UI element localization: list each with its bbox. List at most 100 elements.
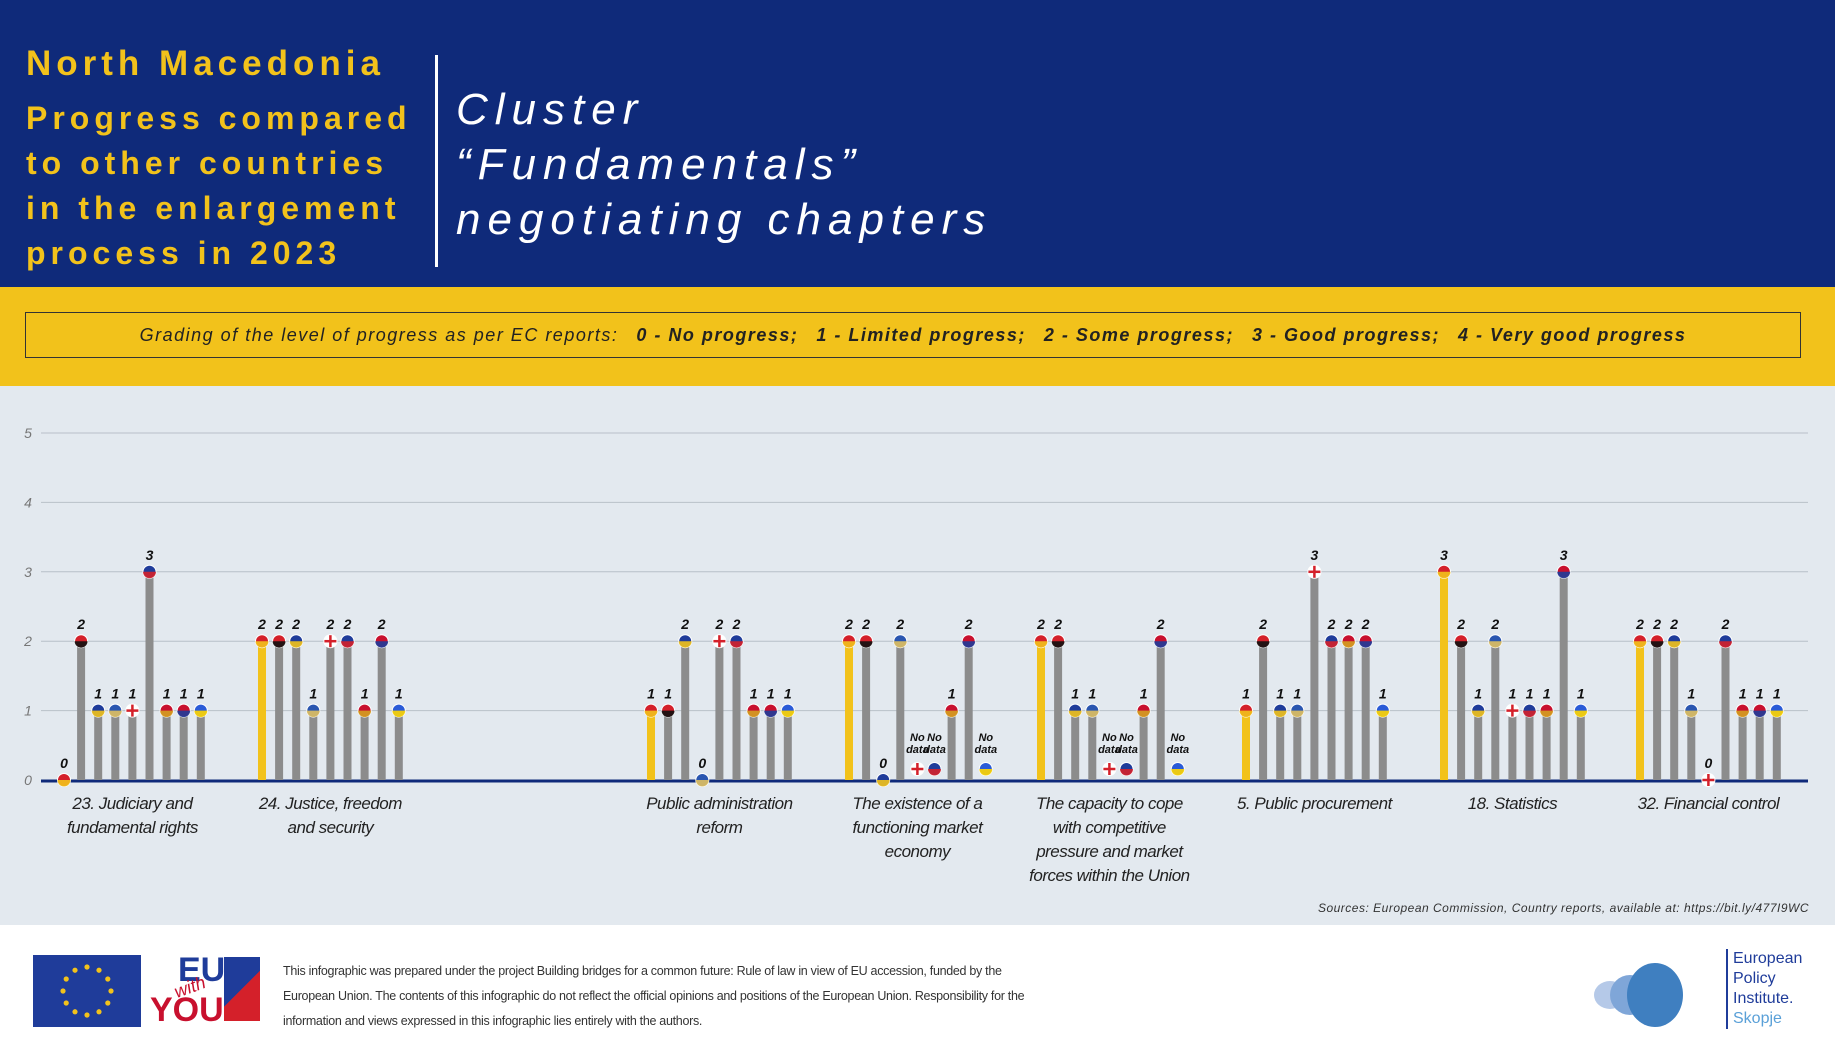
flag (306, 710, 320, 718)
category-label: The existence of a functioning market ec… (852, 794, 983, 861)
source: Sources: European Commission, Country re… (1317, 901, 1809, 915)
value-label: 2 (732, 616, 741, 632)
value-label: 1 (94, 686, 102, 702)
value-label: 2 (1635, 616, 1644, 632)
flag (1437, 571, 1451, 579)
star (72, 1009, 78, 1015)
title-line: Cluster (456, 85, 645, 134)
bar (1636, 641, 1644, 780)
legend: Grading of the level of progress as per … (25, 312, 1801, 358)
value-label: 1 (1474, 686, 1482, 702)
bar (343, 641, 352, 780)
title: Cluster “Fundamentals” negotiating chapter… (456, 82, 992, 247)
value-label: 1 (163, 686, 171, 702)
value-label: 2 (274, 616, 283, 632)
value-label: 2 (844, 616, 853, 632)
bar (1491, 641, 1500, 780)
value-label: 1 (129, 686, 137, 702)
legend-grade: 4 - Very good progress (1457, 324, 1687, 345)
no-data-label: No data (1115, 732, 1138, 756)
bar (1542, 710, 1551, 780)
value-label: 0 (698, 755, 706, 771)
no-data-label: No data (974, 732, 998, 756)
value-label: 2 (377, 616, 386, 632)
bar (1508, 710, 1517, 780)
flag (143, 571, 156, 579)
value-label: 1 (767, 686, 775, 702)
star (60, 988, 66, 994)
value-label: 1 (395, 686, 403, 702)
flag (1239, 710, 1253, 718)
eu-with-you-logo: EU with YOU (150, 951, 262, 1031)
bar (1071, 710, 1080, 780)
flag (1359, 641, 1373, 648)
epi-line: Policy (1733, 970, 1776, 987)
flag (1633, 641, 1647, 648)
value-label: 3 (1440, 547, 1448, 563)
flag (1342, 641, 1356, 648)
value-label: 1 (1526, 686, 1534, 702)
bar (309, 710, 318, 780)
flag (962, 641, 976, 648)
flag (1471, 710, 1485, 718)
value-label: 3 (146, 547, 154, 563)
flag (255, 641, 269, 648)
flag (1540, 710, 1554, 718)
legend-grade: 1 - Limited progress; (816, 324, 1026, 345)
flag (194, 710, 208, 718)
bar (947, 710, 956, 780)
flag (1557, 571, 1571, 579)
value-label: 2 (1669, 616, 1678, 632)
flag (876, 780, 890, 787)
title-line: “Fundamentals” (456, 140, 863, 189)
bar (681, 641, 690, 780)
value-label: 2 (1036, 616, 1045, 632)
star (84, 964, 90, 970)
subtitle-line: to other countries (26, 145, 389, 181)
bar (1344, 641, 1353, 780)
star (105, 1000, 111, 1006)
value-label: 2 (680, 616, 689, 632)
value-label: 2 (1361, 616, 1370, 632)
value-label: 2 (76, 616, 85, 632)
footer: EU with YOU This infographic was prepare… (0, 925, 1835, 1058)
flag (358, 710, 372, 718)
y-tick-label: 5 (24, 425, 32, 441)
flag (1171, 769, 1185, 776)
value-label: 1 (1543, 686, 1551, 702)
value-label: 2 (257, 616, 266, 632)
value-label: 2 (964, 616, 973, 632)
value-label: 2 (715, 616, 724, 632)
logo-shape (224, 957, 260, 1021)
subtitle: Progress compared to other countries in th… (26, 96, 412, 276)
bar (196, 710, 205, 780)
value-label: 2 (343, 616, 352, 632)
bar (1576, 710, 1585, 780)
bar (145, 571, 154, 780)
bar (1293, 710, 1302, 780)
bar (377, 641, 386, 780)
disclaimer-line: information and views expressed in this … (283, 1014, 703, 1028)
epi-divider (1726, 949, 1728, 1029)
y-tick-label: 4 (24, 494, 32, 510)
chart-labels: 23. Judiciary and fundamental rights 24. … (0, 386, 1835, 925)
bar (1440, 571, 1448, 780)
flag (730, 641, 743, 648)
value-label: 1 (1773, 686, 1781, 702)
value-label: 1 (784, 686, 792, 702)
bar (1156, 641, 1165, 780)
bar (258, 641, 266, 780)
bar (1559, 571, 1568, 780)
bar (647, 710, 655, 780)
bar (1139, 710, 1148, 780)
value-label: 1 (664, 686, 672, 702)
flag (1770, 710, 1784, 718)
star (108, 988, 114, 994)
value-label: 1 (1293, 686, 1301, 702)
value-label: 1 (1509, 686, 1517, 702)
flag (1290, 710, 1304, 718)
bar (1276, 710, 1285, 780)
value-label: 1 (1756, 686, 1764, 702)
